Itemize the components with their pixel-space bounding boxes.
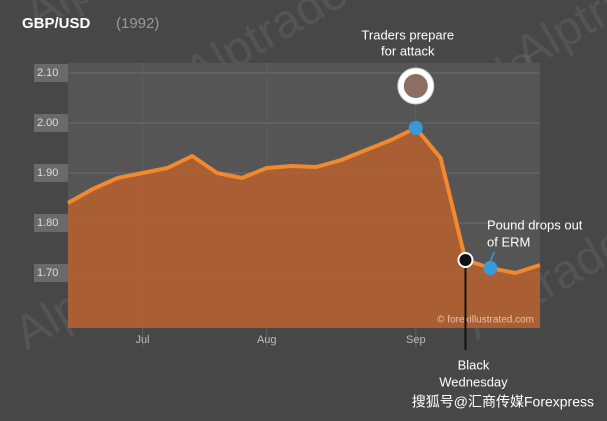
chart-subtitle: (1992): [116, 15, 159, 32]
marker: [457, 252, 474, 268]
y-tick-box: [34, 214, 68, 232]
marker: [483, 261, 498, 275]
annotation: for attack: [381, 43, 435, 58]
line: [67, 126, 541, 275]
y-tick-label: 1.80: [37, 217, 58, 229]
y-tick-box: [34, 264, 68, 282]
leader: [489, 251, 496, 262]
y-tick-label: 2.10: [37, 67, 58, 79]
annotation: Black: [458, 357, 490, 372]
chart-title: GBP/USD: [22, 15, 91, 32]
annotation: Traders prepare: [361, 27, 454, 42]
portrait-face: [403, 74, 428, 98]
area: [68, 128, 540, 328]
marker: [408, 121, 423, 135]
annotation: Pound drops out: [487, 217, 583, 232]
y-tick-label: 2.00: [37, 117, 58, 129]
x-tick-label: Jul: [135, 334, 149, 346]
footer: 搜狐号@汇商传媒Forexpress: [412, 394, 594, 410]
y-tick-label: 1.90: [37, 167, 58, 179]
y-tick-box: [34, 114, 68, 132]
x-tick-label: Aug: [257, 334, 277, 346]
annotation: Wednesday: [439, 374, 508, 389]
y-tick-box: [34, 64, 68, 82]
source: © forexillustrated.com: [437, 315, 534, 326]
y-tick-label: 1.70: [37, 267, 58, 279]
x-tick-label: Sep: [406, 334, 426, 346]
y-tick-box: [34, 164, 68, 182]
annotation: of ERM: [487, 234, 530, 249]
